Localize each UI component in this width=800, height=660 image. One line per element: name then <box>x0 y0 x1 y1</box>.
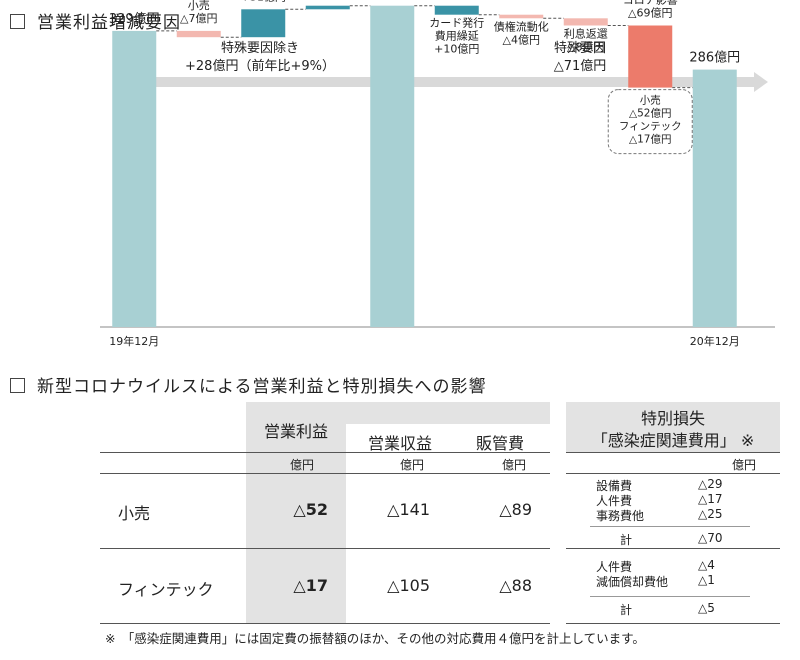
square-bullet-icon <box>10 378 25 393</box>
special-header-bg <box>566 402 780 452</box>
col-special-line2: 「感染症関連費用」 ※ <box>591 431 755 450</box>
special-item-label: 人件費 <box>596 560 633 574</box>
section2-title: 新型コロナウイルスによる営業利益と特別損失への影響 <box>10 372 487 397</box>
delta-label: △7億円 <box>180 12 217 25</box>
total-label: 286億円 <box>689 50 740 66</box>
x-axis-label: 20年12月 <box>690 334 740 348</box>
breakdown-label: △52億円 <box>629 107 671 120</box>
delta-label: 小売 <box>188 0 210 12</box>
special-item-label: 設備費 <box>596 479 633 493</box>
special-item-label: 減価償却費他 <box>596 575 669 589</box>
special-item-label: 事務費他 <box>596 509 645 523</box>
header-right: 特殊要因 △71億円 <box>470 40 690 76</box>
special-item-value: △29 <box>698 477 723 491</box>
delta-label: △8億円 <box>567 41 604 54</box>
delta-label: コロナ影響 <box>623 0 678 7</box>
header-right-arrow <box>396 72 768 92</box>
special-item-value: △4 <box>698 558 715 572</box>
op-profit-value: △17 <box>293 576 328 595</box>
breakdown-label: フィンテック <box>619 121 682 133</box>
special-total-label: 計 <box>620 533 633 547</box>
delta-bar <box>563 18 608 26</box>
total-bar <box>370 5 415 327</box>
special-total-label: 計 <box>620 603 633 617</box>
total-bar <box>692 69 737 327</box>
section1-title: 営業利益増減要因 <box>10 8 181 33</box>
unit-sga: 億円 <box>502 458 527 472</box>
rule <box>566 548 780 549</box>
header-right-line1: 特殊要因 <box>553 41 606 56</box>
revenue-value: △141 <box>387 500 430 519</box>
square-bullet-icon <box>10 14 25 29</box>
subtotal-rule <box>590 526 750 527</box>
x-axis-label: 19年12月 <box>109 334 159 348</box>
sga-value: △89 <box>499 500 532 519</box>
delta-bar <box>241 9 286 38</box>
header-left: 特殊要因除き +28億円（前年比+9%） <box>150 40 370 76</box>
delta-bar <box>305 5 350 10</box>
revenue-value: △105 <box>387 576 430 595</box>
header-left-line2: +28億円（前年比+9%） <box>185 59 335 74</box>
breakdown-label: 小売 <box>640 94 661 107</box>
special-total-value: △70 <box>698 531 723 545</box>
rule <box>100 548 550 549</box>
row-name: 小売 <box>118 504 151 523</box>
row-name: フィンテック <box>118 580 214 599</box>
col-revenue: 営業収益 <box>367 434 432 453</box>
unit-revenue: 億円 <box>400 458 425 472</box>
rule <box>100 623 550 624</box>
footnote: ※ 「感染症関連費用」には固定費の振替額のほか、その他の対応費用４億円を計上して… <box>105 631 645 646</box>
rule <box>100 473 550 474</box>
special-item-value: △1 <box>698 573 715 587</box>
breakdown-label: △17億円 <box>629 133 671 146</box>
rule <box>566 623 780 624</box>
unit-special: 億円 <box>732 458 757 472</box>
total-label: 329億円 <box>109 11 160 27</box>
rule <box>100 452 550 453</box>
rule <box>566 452 780 453</box>
col-op-profit: 営業利益 <box>263 422 328 441</box>
sga-value: △88 <box>499 576 532 595</box>
pl-header-bg <box>346 402 550 424</box>
delta-bar <box>434 5 479 15</box>
special-item-value: △25 <box>698 507 723 521</box>
total-bar <box>112 30 157 328</box>
header-left-arrow <box>120 72 396 92</box>
waterfall-chart: 329億円19年12月小売△7億円フィンテック+31億円全社消去+4億円357億… <box>100 0 775 348</box>
rule <box>566 473 780 474</box>
col-sga: 販管費 <box>475 434 524 453</box>
delta-label: 債権流動化 <box>494 19 549 33</box>
delta-label: カード発行 <box>429 16 484 30</box>
special-total-value: △5 <box>698 601 715 615</box>
delta-label: +10億円 <box>434 43 479 56</box>
header-right-line2: △71億円 <box>553 59 607 74</box>
delta-label: △69億円 <box>628 7 672 20</box>
special-item-label: 人件費 <box>596 494 633 508</box>
col-special-line1: 特別損失 <box>640 409 705 428</box>
delta-label: 費用繰延 <box>435 29 479 43</box>
op-profit-value: △52 <box>293 500 328 519</box>
breakdown-box <box>607 89 693 155</box>
subtotal-rule <box>590 596 750 597</box>
delta-label: 利息返還 <box>564 27 608 41</box>
special-item-value: △17 <box>698 492 723 506</box>
delta-bar <box>499 14 544 19</box>
delta-label: +31億円 <box>241 0 286 3</box>
op-profit-column-bg <box>246 402 346 624</box>
unit-op-profit: 億円 <box>290 458 315 472</box>
delta-bar <box>176 30 221 38</box>
delta-label: △4億円 <box>503 33 540 46</box>
delta-bar <box>628 25 673 88</box>
total-label: 357億円 <box>366 0 419 2</box>
header-left-line1: 特殊要因除き <box>220 41 299 56</box>
